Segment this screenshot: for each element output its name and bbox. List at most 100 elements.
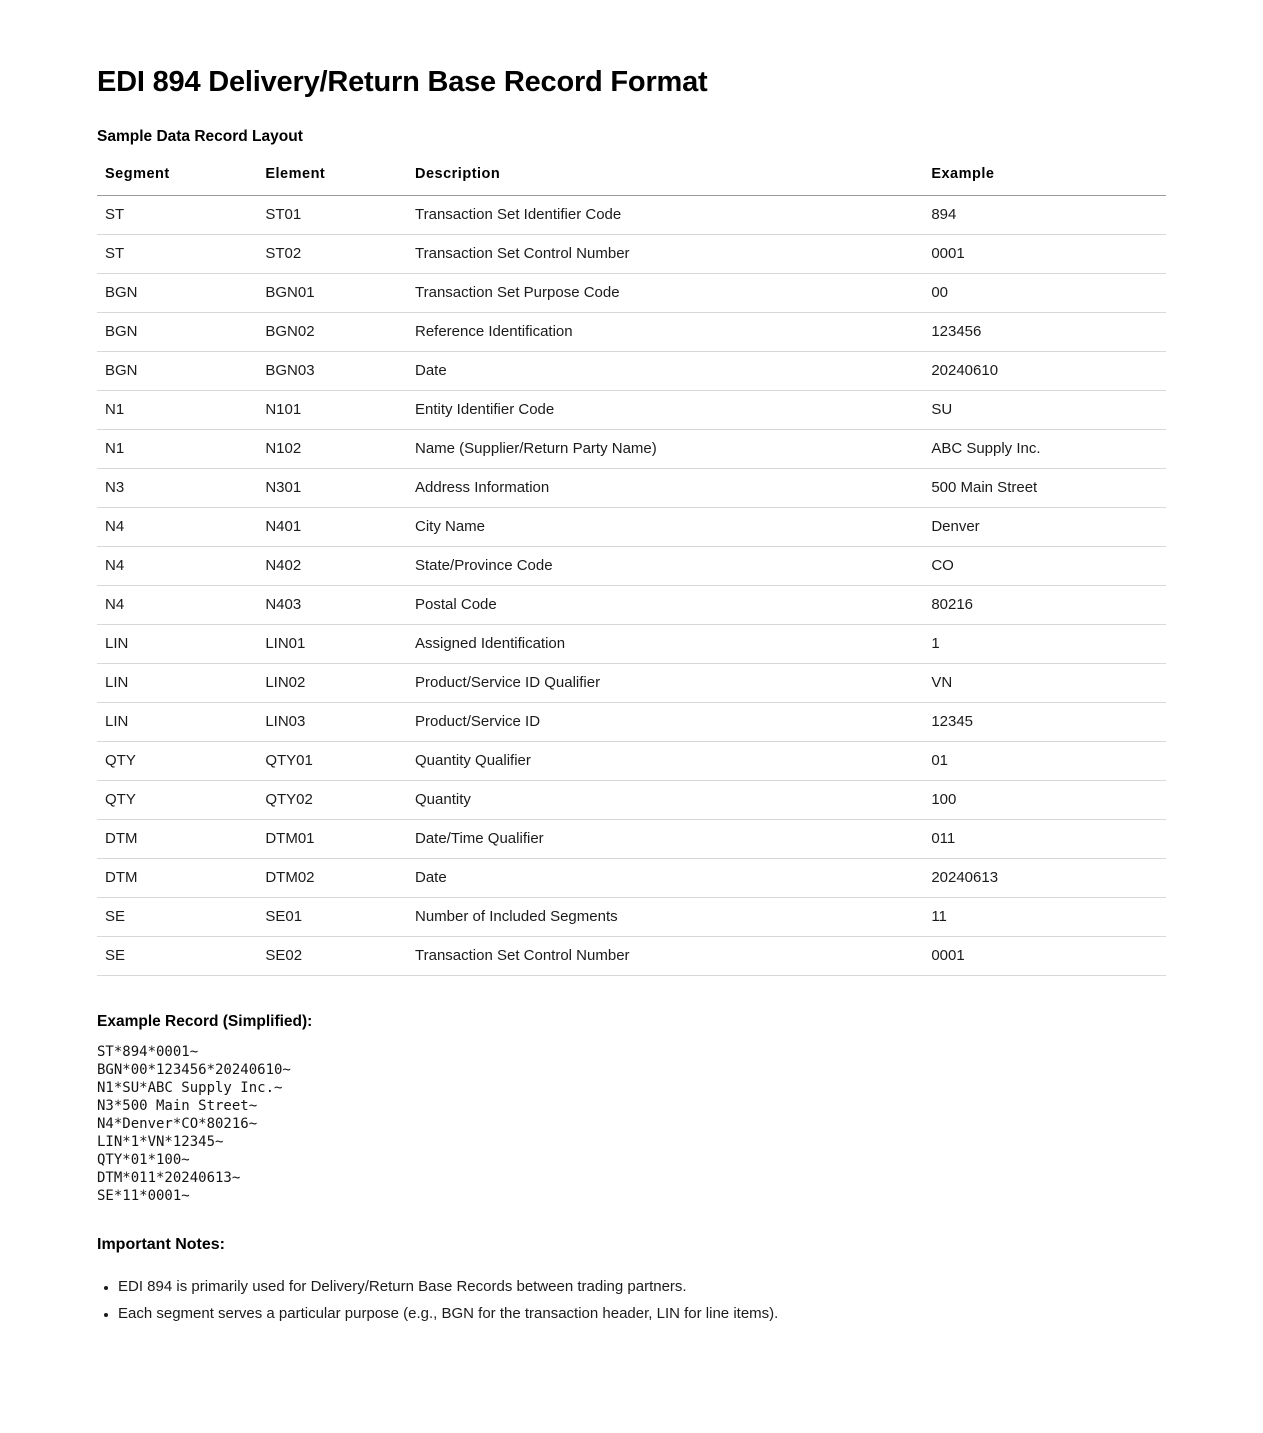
element-cell: ST01	[257, 195, 407, 235]
segment-cell: N1	[97, 429, 258, 469]
segment-cell: ST	[97, 195, 258, 235]
segment-cell: LIN	[97, 624, 258, 664]
example-record-code: ST*894*0001~ BGN*00*123456*20240610~ N1*…	[97, 1044, 291, 1204]
segment-cell: SE	[97, 936, 258, 976]
example-cell: 01	[923, 741, 1166, 781]
element-cell: SE01	[257, 897, 407, 937]
segment-cell: DTM	[97, 858, 258, 898]
example-cell: 0001	[923, 234, 1166, 274]
segment-cell: N4	[97, 585, 258, 625]
description-cell: Transaction Set Control Number	[407, 234, 924, 274]
table-row: N4 N401 City Name Denver	[97, 507, 1166, 547]
description-cell: Name (Supplier/Return Party Name)	[407, 429, 924, 469]
element-cell: DTM01	[257, 819, 407, 859]
example-cell: 00	[923, 273, 1166, 313]
record-table-body: ST ST01 Transaction Set Identifier Code 894…	[97, 195, 1166, 976]
table-row: BGN BGN02 Reference Identification 123456	[97, 312, 1166, 352]
example-cell: 894	[923, 195, 1166, 235]
table-row: LIN LIN01 Assigned Identification 1	[97, 624, 1166, 664]
element-cell: N301	[257, 468, 407, 508]
table-row: N4 N403 Postal Code 80216	[97, 585, 1166, 625]
table-row: QTY QTY01 Quantity Qualifier 01	[97, 741, 1166, 781]
description-cell: Address Information	[407, 468, 924, 508]
table-row: N1 N101 Entity Identifier Code SU	[97, 390, 1166, 430]
element-cell: BGN02	[257, 312, 407, 352]
example-cell: 123456	[923, 312, 1166, 352]
element-cell: LIN01	[257, 624, 407, 664]
note-item: EDI 894 is primarily used for Delivery/R…	[118, 1273, 1166, 1300]
segment-cell: N1	[97, 390, 258, 430]
description-cell: Entity Identifier Code	[407, 390, 924, 430]
table-row: LIN LIN02 Product/Service ID Qualifier VN	[97, 663, 1166, 703]
description-cell: Transaction Set Purpose Code	[407, 273, 924, 313]
document-page: EDI 894 Delivery/Return Base Record Form…	[0, 0, 1263, 1367]
column-header-segment: Segment	[97, 158, 258, 196]
table-row: DTM DTM02 Date 20240613	[97, 858, 1166, 898]
description-cell: Quantity Qualifier	[407, 741, 924, 781]
table-row: SE SE01 Number of Included Segments 11	[97, 897, 1166, 937]
element-cell: N102	[257, 429, 407, 469]
segment-cell: N4	[97, 507, 258, 547]
element-cell: BGN03	[257, 351, 407, 391]
element-cell: N403	[257, 585, 407, 625]
description-cell: Product/Service ID Qualifier	[407, 663, 924, 703]
element-cell: N101	[257, 390, 407, 430]
notes-list: EDI 894 is primarily used for Delivery/R…	[97, 1273, 1166, 1327]
description-cell: Product/Service ID	[407, 702, 924, 742]
example-cell: ABC Supply Inc.	[923, 429, 1166, 469]
description-cell: Date	[407, 858, 924, 898]
table-row: N3 N301 Address Information 500 Main Street	[97, 468, 1166, 508]
table-row: N4 N402 State/Province Code CO	[97, 546, 1166, 586]
example-cell: 12345	[923, 702, 1166, 742]
example-cell: 11	[923, 897, 1166, 937]
segment-cell: LIN	[97, 663, 258, 703]
table-row: ST ST02 Transaction Set Control Number 0001	[97, 234, 1166, 274]
example-cell: SU	[923, 390, 1166, 430]
description-cell: Postal Code	[407, 585, 924, 625]
element-cell: N401	[257, 507, 407, 547]
record-layout-table: Segment Element Description Example ST ST…	[97, 158, 1166, 976]
description-cell: Number of Included Segments	[407, 897, 924, 937]
element-cell: SE02	[257, 936, 407, 976]
table-row: BGN BGN03 Date 20240610	[97, 351, 1166, 391]
description-cell: State/Province Code	[407, 546, 924, 586]
segment-cell: QTY	[97, 741, 258, 781]
example-cell: 011	[923, 819, 1166, 859]
example-cell: 1	[923, 624, 1166, 664]
example-cell: 20240610	[923, 351, 1166, 391]
segment-cell: QTY	[97, 780, 258, 820]
example-cell: 500 Main Street	[923, 468, 1166, 508]
example-cell: VN	[923, 663, 1166, 703]
segment-cell: ST	[97, 234, 258, 274]
table-row: SE SE02 Transaction Set Control Number 0001	[97, 936, 1166, 976]
segment-cell: BGN	[97, 273, 258, 313]
table-row: BGN BGN01 Transaction Set Purpose Code 00	[97, 273, 1166, 313]
example-cell: 100	[923, 780, 1166, 820]
segment-cell: BGN	[97, 312, 258, 352]
segment-cell: N3	[97, 468, 258, 508]
table-header-row: Segment Element Description Example	[97, 158, 1166, 196]
column-header-element: Element	[257, 158, 407, 196]
description-cell: Reference Identification	[407, 312, 924, 352]
segment-cell: DTM	[97, 819, 258, 859]
description-cell: Transaction Set Control Number	[407, 936, 924, 976]
description-cell: Date/Time Qualifier	[407, 819, 924, 859]
description-cell: Quantity	[407, 780, 924, 820]
table-row: QTY QTY02 Quantity 100	[97, 780, 1166, 820]
example-cell: Denver	[923, 507, 1166, 547]
element-cell: ST02	[257, 234, 407, 274]
description-cell: Date	[407, 351, 924, 391]
description-cell: Transaction Set Identifier Code	[407, 195, 924, 235]
description-cell: City Name	[407, 507, 924, 547]
section-heading-important-notes: Important Notes:	[97, 1236, 225, 1253]
table-row: ST ST01 Transaction Set Identifier Code 894	[97, 195, 1166, 235]
table-row: DTM DTM01 Date/Time Qualifier 011	[97, 819, 1166, 859]
element-cell: N402	[257, 546, 407, 586]
element-cell: QTY02	[257, 780, 407, 820]
example-cell: 0001	[923, 936, 1166, 976]
element-cell: QTY01	[257, 741, 407, 781]
table-row: LIN LIN03 Product/Service ID 12345	[97, 702, 1166, 742]
segment-cell: BGN	[97, 351, 258, 391]
element-cell: DTM02	[257, 858, 407, 898]
table-row: N1 N102 Name (Supplier/Return Party Name) A…	[97, 429, 1166, 469]
